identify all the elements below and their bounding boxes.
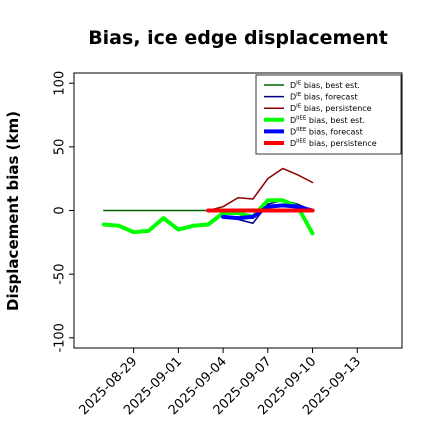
- legend-entry-label: DIE bias, forecast: [290, 92, 358, 102]
- y-tick-label: -100: [53, 323, 68, 353]
- y-tick-label: 0: [53, 206, 68, 214]
- series-line-5: [221, 203, 315, 221]
- legend: DIE bias, best est.DIE bias, forecast DIE…: [255, 74, 402, 155]
- legend-entry-label: DIIEE bias, persistence: [290, 139, 377, 149]
- legend-entry-label: DIIEE bias, forecast: [290, 127, 363, 137]
- series-line-4: [101, 198, 315, 236]
- series-line-3: [207, 167, 314, 212]
- y-tick-label: -50: [53, 264, 68, 285]
- legend-entry-label: DIIEE bias, best est.: [290, 115, 365, 125]
- y-tick-label: 100: [53, 71, 68, 96]
- y-tick-label: 50: [53, 139, 68, 156]
- legend-entry-label: DIE bias, persistence: [290, 104, 372, 114]
- y-axis-label: Displacement bias (km): [4, 111, 22, 311]
- chart-title: Bias, ice edge displacement: [88, 27, 388, 49]
- plot-area: [101, 167, 315, 236]
- legend-box: [255, 74, 402, 155]
- legend-entry-label: DIE bias, best est.: [290, 81, 360, 91]
